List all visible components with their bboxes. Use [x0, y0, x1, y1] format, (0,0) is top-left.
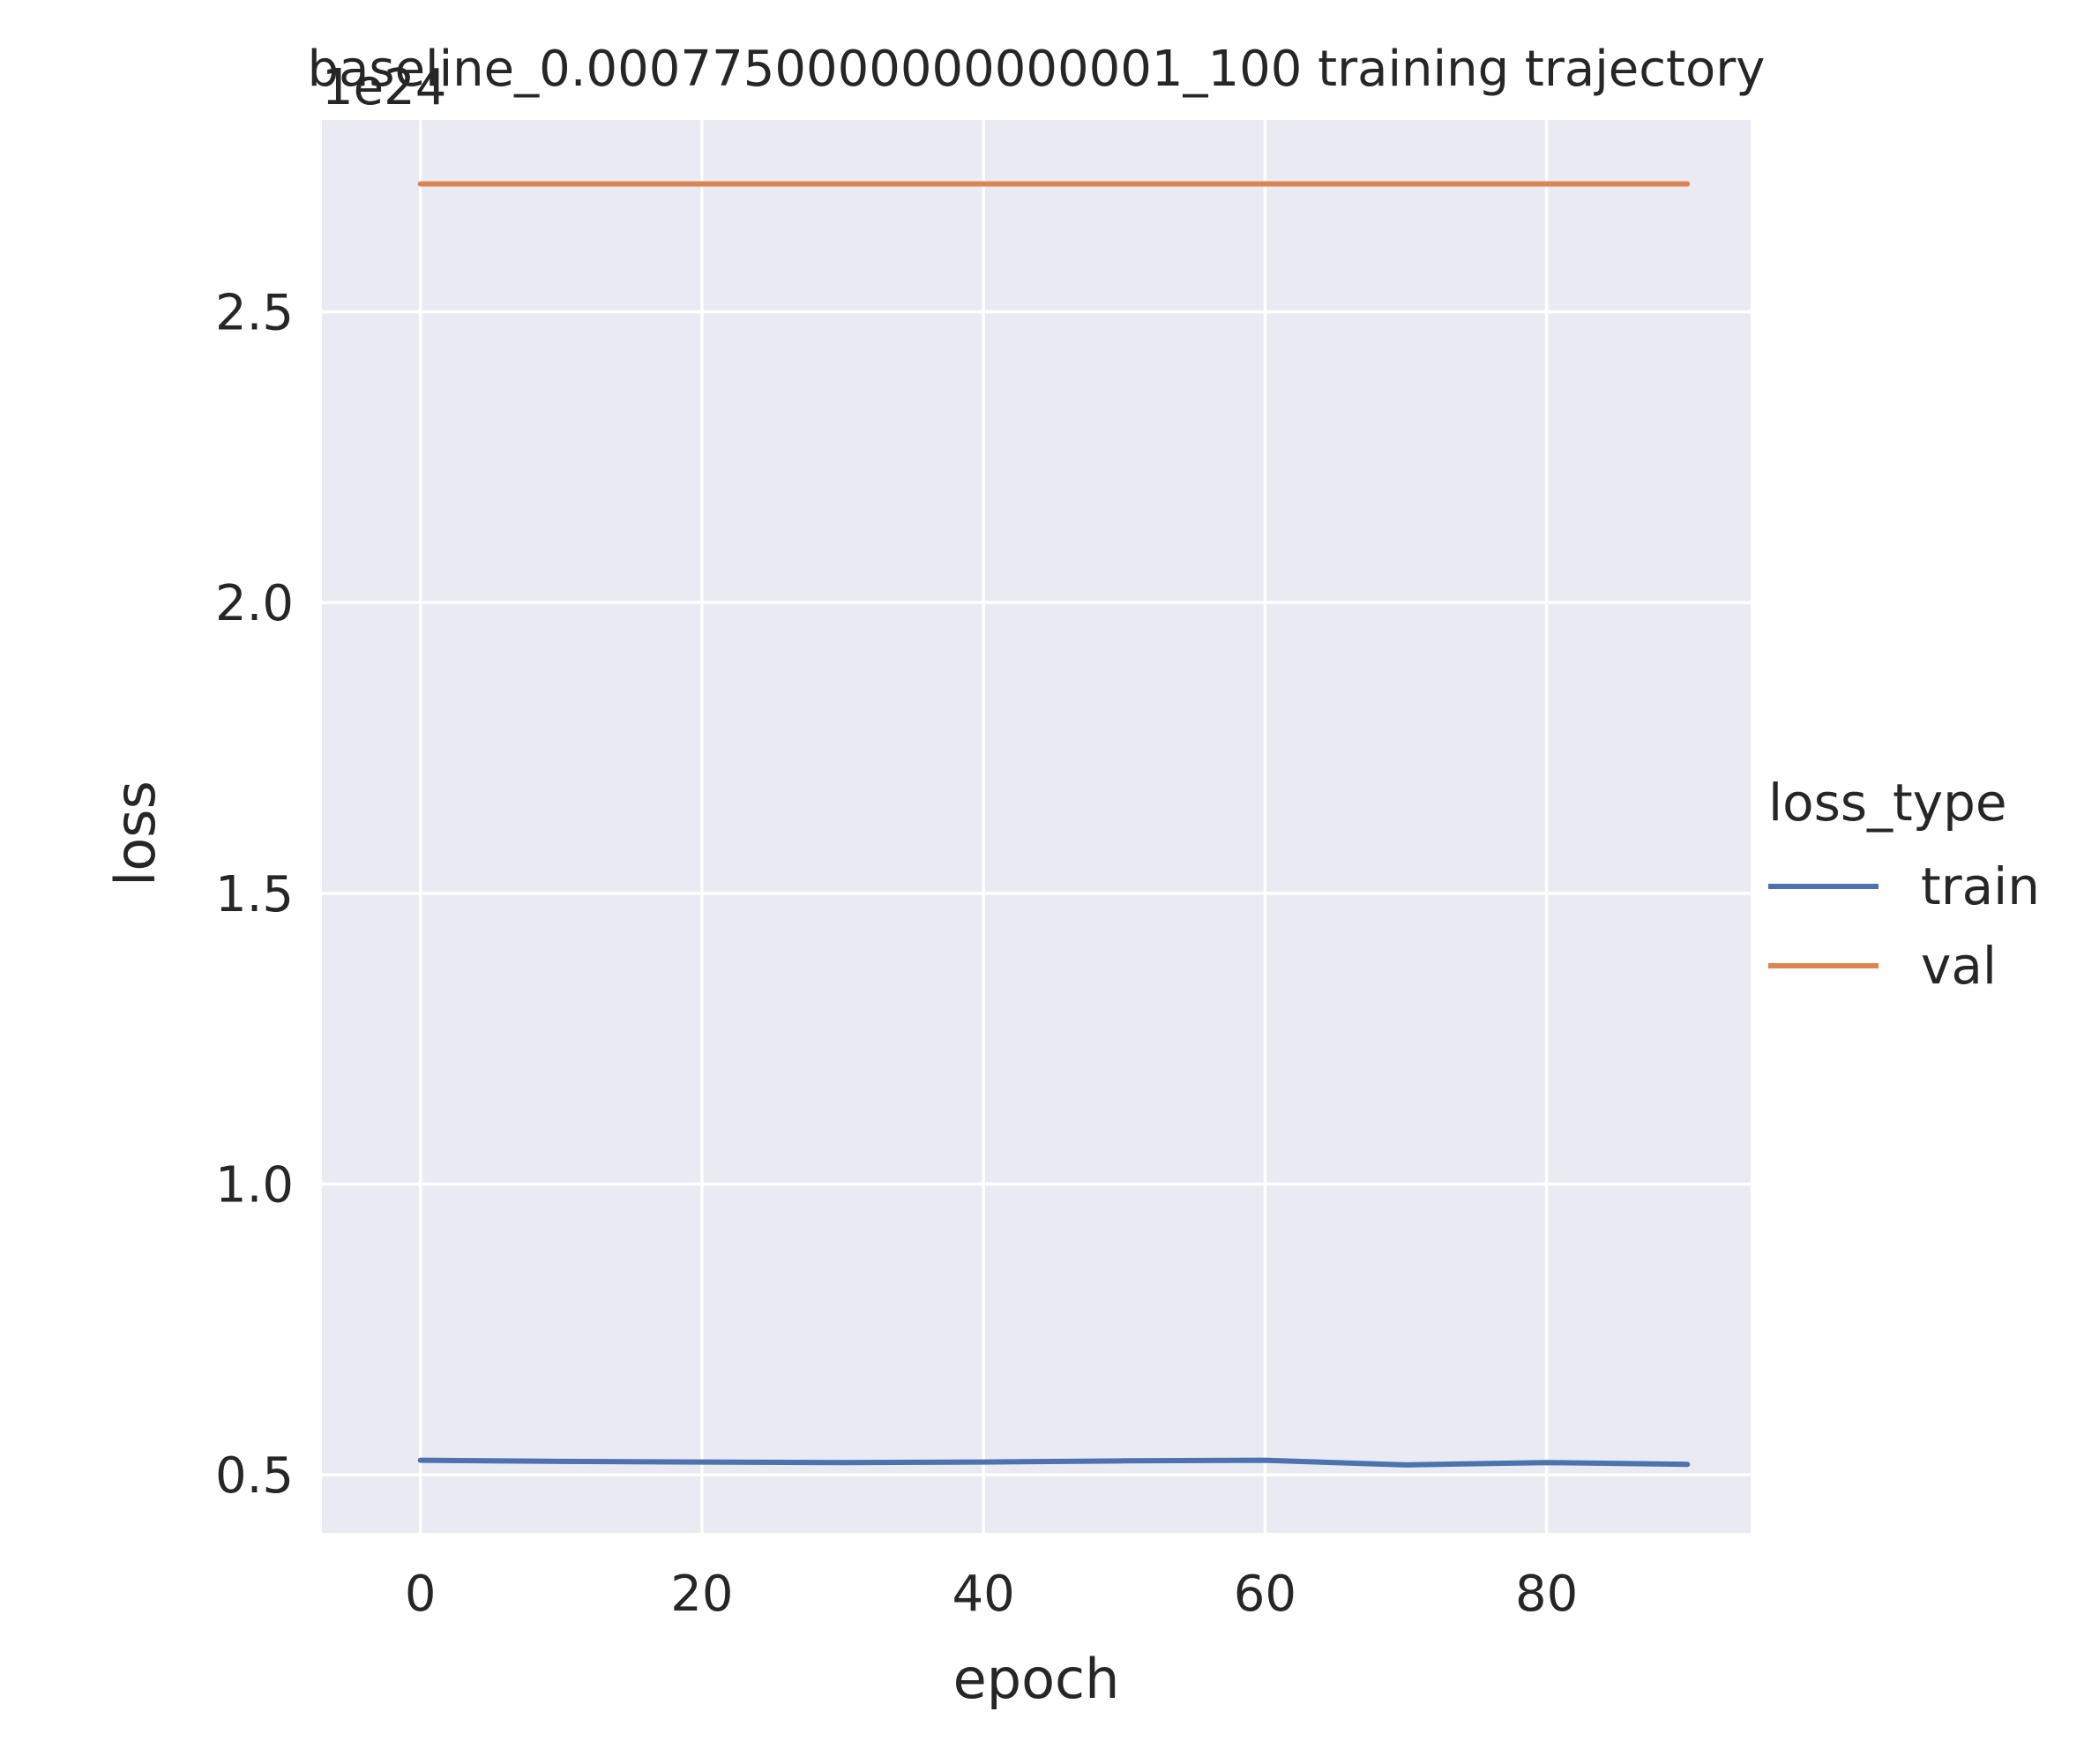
- chart-title: baseline_0.0007750000000000001_100 train…: [308, 41, 1766, 98]
- y-tick-label: 2.5: [215, 285, 294, 342]
- y-tick-label: 1.0: [215, 1156, 294, 1214]
- x-gridlines: [418, 120, 1549, 1533]
- x-tick-labels: 0 20 40 60 80: [405, 1566, 1578, 1623]
- legend-label-train: train: [1921, 856, 2040, 916]
- series-line-train: [417, 1457, 1691, 1468]
- x-tick-label: 80: [1515, 1566, 1578, 1623]
- legend: loss_type train val: [1768, 773, 2040, 996]
- y-tick-label: 0.5: [215, 1447, 294, 1505]
- y-tick-label: 2.0: [215, 575, 294, 632]
- x-tick-label: 40: [952, 1566, 1015, 1623]
- x-tick-label: 20: [670, 1566, 733, 1623]
- y-tick-label: 1.5: [215, 866, 294, 923]
- x-tick-label: 0: [405, 1566, 437, 1623]
- x-tick-label: 60: [1234, 1566, 1296, 1623]
- y-offset-label: 1e24: [322, 59, 446, 116]
- legend-items: train val: [1768, 856, 2040, 996]
- x-axis-label: epoch: [953, 1647, 1120, 1711]
- y-axis-label: loss: [103, 781, 168, 886]
- legend-title: loss_type: [1768, 773, 2007, 833]
- legend-label-val: val: [1921, 936, 1997, 996]
- plot-area: [322, 120, 1751, 1533]
- y-tick-labels: 0.5 1.0 1.5 2.0 2.5: [215, 285, 294, 1506]
- y-gridlines: [322, 310, 1751, 1476]
- series-layer: [417, 181, 1691, 1468]
